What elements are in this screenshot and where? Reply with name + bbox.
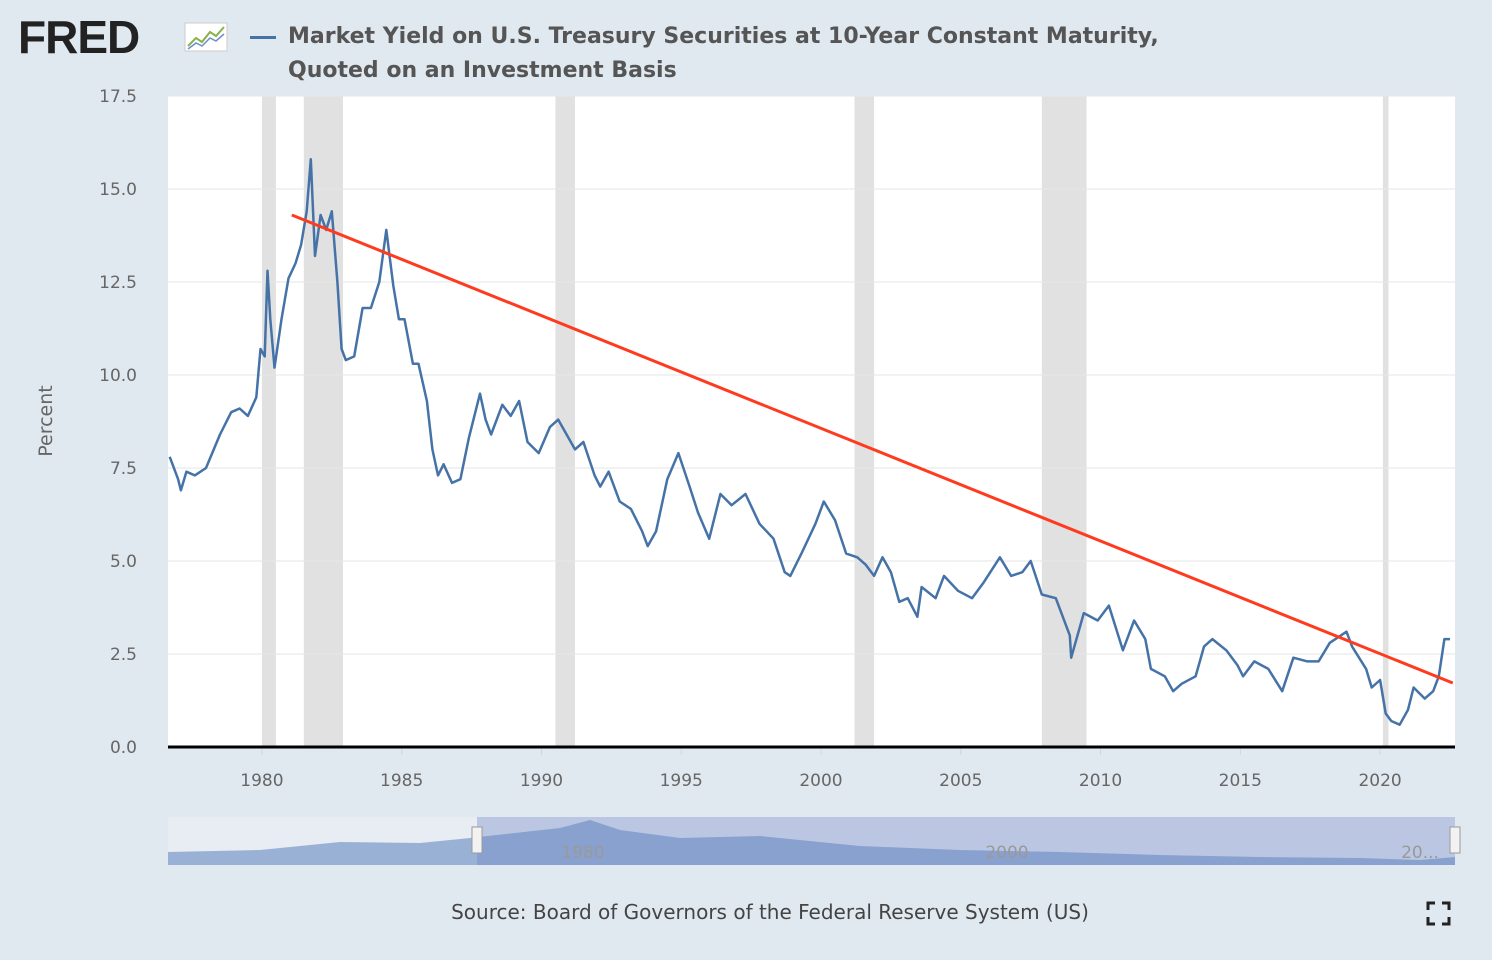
legend-swatch: [250, 36, 276, 39]
recession-band: [1041, 96, 1087, 747]
recession-band: [1382, 96, 1389, 747]
x-tick-label: 1980: [240, 771, 283, 791]
x-tick-label: 2005: [939, 771, 982, 791]
navigator-handle[interactable]: [1449, 826, 1461, 854]
recession-band: [555, 96, 576, 747]
y-tick-label: 2.5: [110, 645, 137, 665]
x-tick-label: 2010: [1079, 771, 1122, 791]
x-tick-label: 1995: [660, 771, 703, 791]
y-tick-label: 7.5: [110, 459, 137, 479]
x-tick-label: 2020: [1358, 771, 1401, 791]
source[interactable]: Source: Board of Governors of the Federa…: [451, 900, 1089, 924]
fullscreen-corner: [1442, 917, 1451, 926]
y-tick-label: 15.0: [99, 180, 137, 200]
fullscreen-corner: [1426, 901, 1435, 910]
x-tick-label: 1990: [520, 771, 563, 791]
fullscreen-button[interactable]: [1426, 901, 1451, 926]
legend-label: Market Yield on U.S. Treasury Securities…: [288, 24, 1159, 83]
trend-line: [291, 213, 1454, 685]
y-tick-label: 10.0: [99, 366, 137, 386]
x-tick-label: 2000: [799, 771, 842, 791]
x-tick-label: 1985: [380, 771, 423, 791]
logo[interactable]: FRED: [18, 11, 140, 63]
navigator-label: 1980: [561, 843, 604, 863]
fullscreen-corner: [1426, 917, 1435, 926]
recession-band: [303, 96, 343, 747]
y-tick-label: 0.0: [110, 738, 137, 758]
y-axis-label: Percent: [35, 385, 57, 457]
fullscreen-corner: [1442, 901, 1451, 910]
navigator: 1980 2000 20...: [168, 817, 1461, 865]
navigator-area: [168, 820, 1455, 865]
y-tick-label: 5.0: [110, 552, 137, 572]
y-tick-label: 12.5: [99, 273, 137, 293]
y-tick-label: 17.5: [99, 87, 137, 107]
legend: Market Yield on U.S. Treasury Securities…: [250, 24, 1210, 88]
navigator-handle[interactable]: [471, 826, 483, 854]
plot-area: [168, 96, 1455, 747]
navigator-label: 2000: [985, 843, 1028, 863]
recession-band: [261, 96, 276, 747]
navigator-selection: [477, 817, 1455, 865]
recession-band: [854, 96, 875, 747]
logo-icon: [184, 22, 228, 52]
navigator-label: 20...: [1401, 843, 1439, 863]
x-tick-label: 2015: [1219, 771, 1262, 791]
